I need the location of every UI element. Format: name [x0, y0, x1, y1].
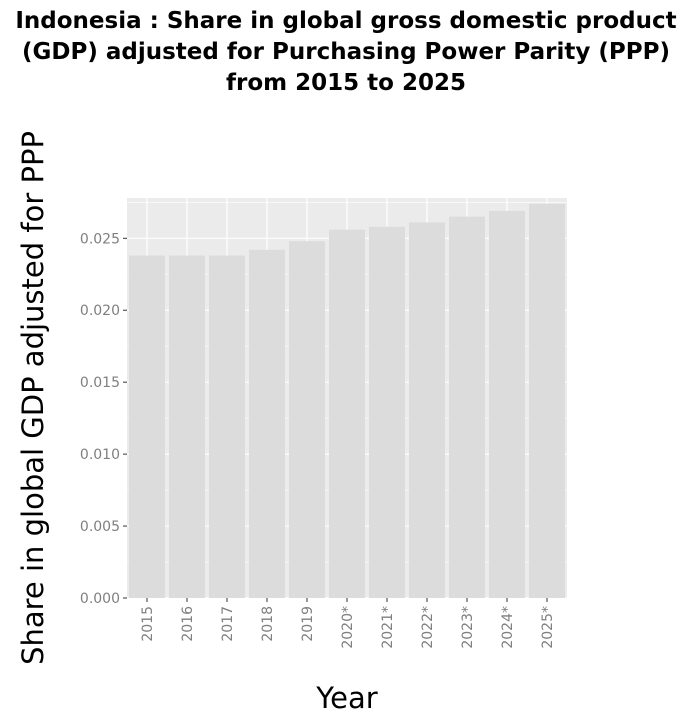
bars	[129, 203, 565, 599]
bar-2019	[289, 241, 325, 598]
y-tick-label: 0.015	[80, 375, 120, 391]
x-tick-label: 2022*	[420, 606, 436, 649]
x-tick-label: 2017	[220, 606, 236, 642]
bar-2022-projected	[409, 222, 445, 598]
bar-2016	[169, 255, 205, 598]
bar-2020-projected	[329, 229, 365, 599]
y-axis-title: Share in global GDP adjusted for PPP	[16, 131, 50, 665]
y-tick-label: 0.005	[80, 519, 120, 535]
y-tick-label: 0.000	[80, 591, 120, 607]
x-tick-label: 2023*	[460, 606, 476, 649]
x-tick-label: 2015	[140, 606, 156, 642]
y-axis: 0.000 0.005 0.010 0.015 0.020 0.025	[80, 231, 127, 607]
bar-2017	[209, 255, 245, 598]
x-tick-label: 2020*	[340, 606, 356, 649]
x-tick-label: 2018	[260, 606, 276, 642]
x-axis-title: Year	[315, 681, 377, 715]
chart-title: Indonesia : Share in global gross domest…	[15, 8, 677, 96]
y-tick-label: 0.010	[80, 447, 120, 463]
bar-2021-projected	[369, 226, 405, 598]
bar-2023-projected	[449, 216, 485, 599]
x-tick-label: 2019	[300, 606, 316, 642]
x-tick-label: 2024*	[500, 606, 516, 649]
y-tick-label: 0.020	[80, 303, 120, 319]
bar-2024-projected	[489, 210, 525, 598]
y-tick-label: 0.025	[80, 231, 120, 247]
x-tick-label: 2025*	[540, 606, 556, 649]
bar-2015	[129, 255, 165, 598]
x-tick-label: 2021*	[380, 606, 396, 649]
bar-2025-projected	[529, 203, 565, 598]
x-axis: 2015 2016 2017 2018 2019 2020* 2021* 2022* 2023*…	[140, 598, 556, 649]
bar-2018	[249, 249, 285, 598]
x-tick-label: 2016	[180, 606, 196, 642]
